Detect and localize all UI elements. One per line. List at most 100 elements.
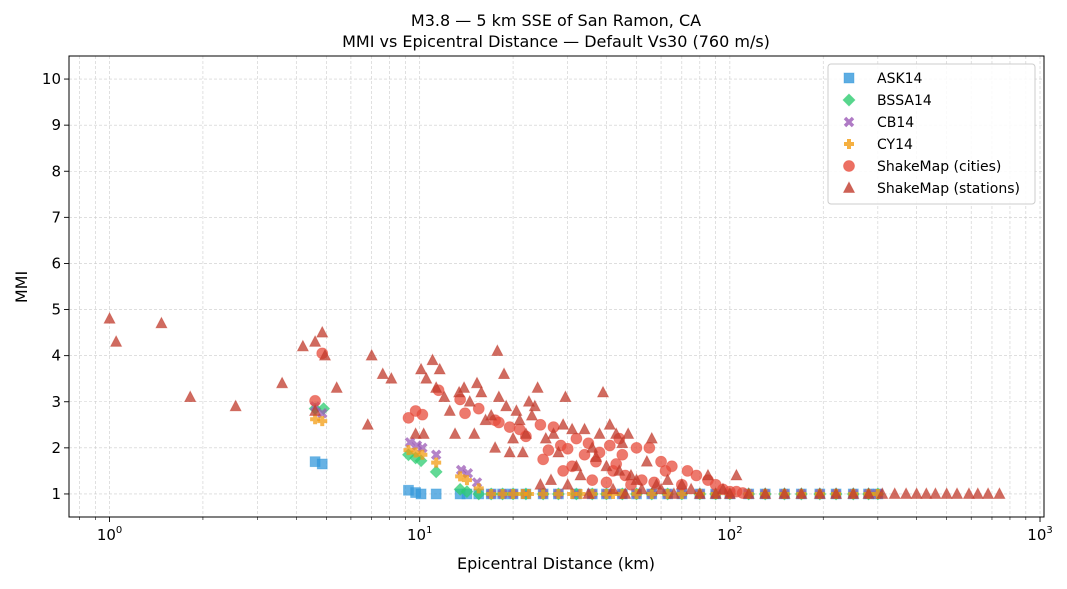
point-shakemap-cities xyxy=(472,402,485,415)
point-shakemap-stations xyxy=(475,385,488,398)
point-shakemap-stations xyxy=(603,417,616,430)
y-tick-label: 4 xyxy=(51,347,61,365)
legend-marker-shakemap-stations xyxy=(842,181,856,193)
y-tick-label: 10 xyxy=(42,70,61,88)
point-shakemap-stations xyxy=(420,371,433,384)
axes: 100 101 102 103 1 2 3 4 5 6 7 8 9 10 xyxy=(42,70,1053,544)
point-cy14 xyxy=(631,488,642,499)
point-shakemap-stations xyxy=(716,482,730,495)
point-shakemap-stations xyxy=(376,367,389,379)
point-shakemap-stations xyxy=(559,390,572,403)
point-ask14 xyxy=(430,488,442,500)
point-shakemap-stations xyxy=(795,487,808,499)
point-shakemap-stations xyxy=(981,487,995,499)
point-shakemap-stations xyxy=(417,427,430,439)
x-tick-label: 102 xyxy=(717,525,742,544)
point-shakemap-stations xyxy=(468,427,481,439)
point-shakemap-cities xyxy=(586,474,599,487)
point-shakemap-stations xyxy=(229,399,242,412)
point-shakemap-stations xyxy=(693,487,706,499)
point-shakemap-stations xyxy=(640,454,654,467)
point-shakemap-stations xyxy=(414,362,428,375)
legend-label: ShakeMap (stations) xyxy=(877,181,1020,197)
point-shakemap-stations xyxy=(296,339,310,352)
point-cy14 xyxy=(508,488,519,499)
point-shakemap-stations xyxy=(654,482,668,495)
legend-marker-ask14 xyxy=(843,72,855,84)
point-shakemap-cities xyxy=(570,432,583,445)
point-cy14 xyxy=(486,488,497,499)
point-shakemap-cities xyxy=(557,464,570,477)
point-bssa14 xyxy=(472,487,486,501)
point-shakemap-cities xyxy=(655,455,667,468)
point-shakemap-cities xyxy=(402,411,415,424)
legend-box xyxy=(827,63,1036,205)
point-shakemap-stations xyxy=(516,445,529,458)
point-shakemap-stations xyxy=(613,464,626,476)
point-shakemap-stations xyxy=(438,390,451,403)
point-shakemap-stations xyxy=(109,334,123,347)
point-shakemap-stations xyxy=(645,431,658,444)
legend-label: CB14 xyxy=(877,115,914,131)
point-shakemap-stations xyxy=(616,436,629,449)
y-tick-label: 3 xyxy=(51,393,61,411)
point-shakemap-stations xyxy=(552,445,565,458)
legend-marker-shakemap-cities xyxy=(843,160,855,172)
point-shakemap-stations xyxy=(433,362,446,375)
point-shakemap-stations xyxy=(950,487,964,499)
point-shakemap-stations xyxy=(513,413,526,426)
point-shakemap-stations xyxy=(589,450,603,462)
point-shakemap-stations xyxy=(630,473,643,486)
y-tick-label: 6 xyxy=(51,254,61,272)
point-shakemap-cities xyxy=(503,421,516,434)
y-tick-label: 5 xyxy=(51,301,61,319)
point-shakemap-stations xyxy=(308,334,322,347)
point-shakemap-stations xyxy=(184,390,197,403)
point-shakemap-stations xyxy=(606,482,620,495)
point-shakemap-stations xyxy=(330,381,343,393)
point-shakemap-stations xyxy=(847,487,860,499)
point-shakemap-stations xyxy=(470,376,484,389)
point-cy14 xyxy=(538,488,549,499)
point-shakemap-stations xyxy=(155,316,168,329)
point-shakemap-stations xyxy=(522,394,536,407)
point-shakemap-stations xyxy=(829,487,843,499)
point-shakemap-stations xyxy=(596,385,610,398)
point-cy14 xyxy=(575,488,586,499)
point-cy14 xyxy=(461,475,472,486)
point-shakemap-stations xyxy=(624,468,638,481)
point-shakemap-stations xyxy=(534,477,547,490)
point-shakemap-stations xyxy=(684,482,698,495)
point-shakemap-stations xyxy=(463,394,476,407)
point-shakemap-stations xyxy=(661,473,674,486)
y-axis-label: MMI xyxy=(12,271,31,303)
point-shakemap-stations xyxy=(759,487,772,499)
point-shakemap-stations xyxy=(485,408,498,421)
point-shakemap-stations xyxy=(578,422,591,435)
point-shakemap-stations xyxy=(365,348,378,361)
point-shakemap-stations xyxy=(506,431,520,444)
point-shakemap-stations xyxy=(519,427,533,439)
point-shakemap-stations xyxy=(491,344,504,356)
point-shakemap-stations xyxy=(430,381,443,393)
point-shakemap-cities xyxy=(681,464,694,477)
point-shakemap-stations xyxy=(778,487,791,499)
point-shakemap-stations xyxy=(525,408,539,421)
point-shakemap-stations xyxy=(920,487,933,499)
point-shakemap-stations xyxy=(667,487,681,499)
point-shakemap-stations xyxy=(556,417,570,430)
y-tick-label: 2 xyxy=(51,439,61,457)
point-shakemap-cities xyxy=(665,460,678,473)
point-shakemap-stations xyxy=(103,311,116,324)
point-shakemap-stations xyxy=(316,325,329,338)
point-shakemap-stations xyxy=(570,459,583,472)
x-tick-label: 103 xyxy=(1027,525,1052,544)
point-shakemap-stations xyxy=(650,477,663,490)
point-shakemap-stations xyxy=(565,422,579,435)
point-shakemap-cities xyxy=(616,448,629,461)
point-shakemap-stations xyxy=(561,477,574,490)
point-shakemap-stations xyxy=(971,487,984,499)
point-shakemap-cities xyxy=(561,442,574,455)
point-shakemap-stations xyxy=(742,487,755,499)
